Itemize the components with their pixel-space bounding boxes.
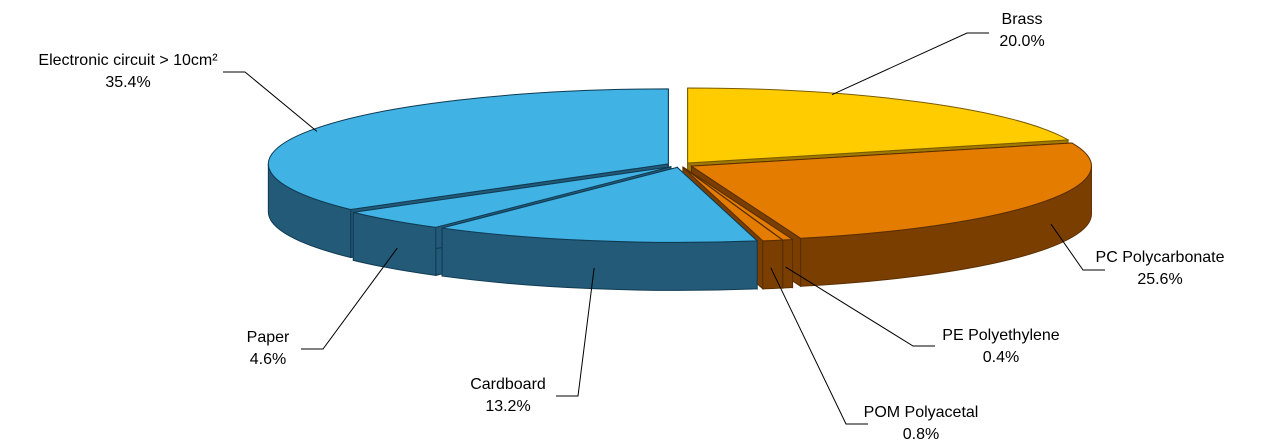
- slice-labels: Brass 20.0% PC Polycarbonate 25.6% PE Polyet…: [38, 11, 1224, 443]
- leader-electronic-circuit-10cm: [223, 71, 318, 132]
- label-name-electronic-circuit-10cm: Electronic circuit > 10cm²: [38, 52, 218, 69]
- leader-brass: [831, 32, 989, 96]
- slice-top: [682, 166, 784, 242]
- label-name-pc-polycarbonate: PC Polycarbonate: [1096, 249, 1225, 266]
- leader-pe-polyethylene: [785, 266, 935, 347]
- leader-pc-polycarbonate: [1050, 223, 1105, 271]
- slice-top: [687, 87, 1070, 164]
- label-value-cardboard: 13.2%: [485, 398, 530, 415]
- slice-top: [442, 166, 759, 243]
- slice-cardboard: [441, 166, 759, 291]
- label-value-paper: 4.6%: [250, 351, 286, 368]
- leader-cardboard: [556, 267, 595, 397]
- label-name-pom-polyacetal: POM Polyacetal: [864, 404, 979, 421]
- label-value-pe-polyethylene: 0.4%: [983, 349, 1019, 366]
- label-name-pe-polyethylene: PE Polyethylene: [942, 327, 1060, 344]
- slice-rim: [782, 238, 794, 289]
- label-name-brass: Brass: [1002, 11, 1043, 28]
- label-value-pom-polyacetal: 0.8%: [903, 426, 939, 443]
- slice-top: [267, 88, 669, 211]
- label-value-brass: 20.0%: [999, 33, 1044, 50]
- label-value-electronic-circuit-10cm: 35.4%: [105, 74, 150, 91]
- pie-slices: [267, 87, 1092, 291]
- label-name-paper: Paper: [247, 329, 290, 346]
- slice-top: [689, 142, 1092, 239]
- label-name-cardboard: Cardboard: [470, 376, 546, 393]
- leader-pom-polyacetal: [770, 267, 868, 425]
- leader-paper: [301, 247, 398, 350]
- leader-lines: [223, 32, 1105, 425]
- slice-rim: [762, 239, 783, 290]
- label-value-pc-polycarbonate: 25.6%: [1137, 271, 1182, 288]
- slice-top: [353, 166, 672, 228]
